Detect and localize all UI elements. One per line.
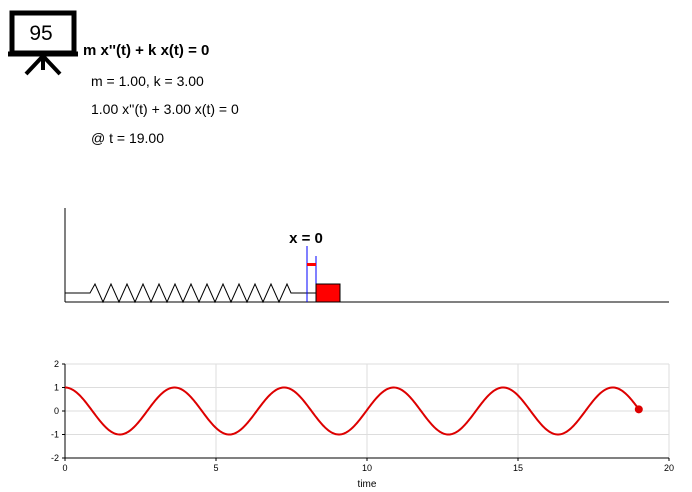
x-tick-label: 5: [213, 463, 218, 473]
x-tick-label: 10: [362, 463, 372, 473]
y-tick-label: -1: [51, 430, 59, 440]
x-tick-label: 15: [513, 463, 523, 473]
displacement-bar: [307, 263, 316, 266]
time-label: @ t = 19.00: [91, 130, 164, 146]
x-tick-label: 20: [664, 463, 674, 473]
equation-general: m x''(t) + k x(t) = 0: [83, 42, 210, 59]
chart-axes: [62, 363, 670, 461]
current-position-point: [634, 405, 643, 414]
equilibrium-label: x = 0: [289, 230, 323, 247]
y-tick-label: 2: [54, 359, 59, 369]
slide-number: 95: [29, 22, 53, 45]
equation-substituted: 1.00 x''(t) + 3.00 x(t) = 0: [91, 101, 239, 117]
y-tick-label: -2: [51, 453, 59, 463]
spring-scene: x = 0: [64, 208, 669, 304]
x-tick-label: 0: [62, 463, 67, 473]
position-series-line: [64, 386, 640, 436]
y-tick-label: 1: [54, 383, 59, 393]
slide-icon: [8, 10, 78, 76]
x-axis-label: time: [358, 479, 377, 490]
equation-params: m = 1.00, k = 3.00: [91, 73, 204, 89]
spring: [65, 282, 316, 304]
mass-block: [315, 283, 341, 303]
y-tick-label: 0: [54, 406, 59, 416]
